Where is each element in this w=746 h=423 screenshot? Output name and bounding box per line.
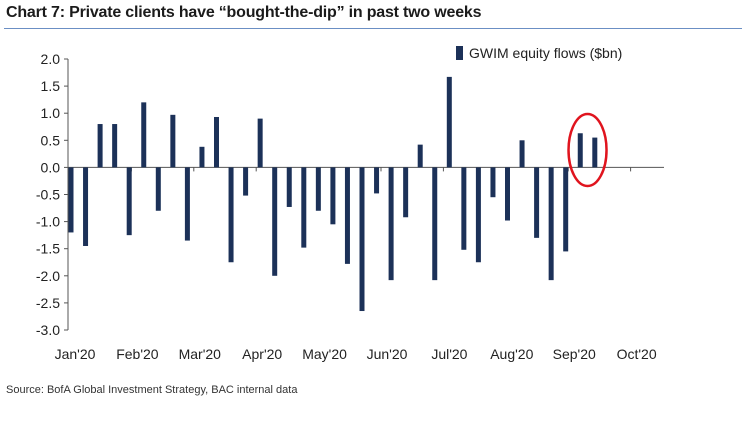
y-tick-label: -0.5 <box>36 187 60 203</box>
bar <box>141 102 147 168</box>
y-tick-label: -2.5 <box>36 295 60 311</box>
highlight-circle <box>567 112 608 188</box>
x-tick-label: Jan'20 <box>55 346 96 362</box>
bar <box>417 144 423 168</box>
bar <box>272 167 278 276</box>
x-tick-label: Jun'20 <box>367 346 408 362</box>
bar <box>126 167 132 236</box>
x-tick-label: Oct'20 <box>617 346 657 362</box>
bar <box>490 167 496 198</box>
x-tick-label: Apr'20 <box>242 346 282 362</box>
bar <box>228 167 234 263</box>
x-tick-label: Aug'20 <box>490 346 533 362</box>
y-tick-label: -3.0 <box>36 322 60 338</box>
bar <box>301 167 307 248</box>
bar <box>475 167 481 263</box>
bar <box>432 167 438 281</box>
bar <box>388 167 394 281</box>
x-tick-label: May'20 <box>302 346 347 362</box>
bar <box>330 167 336 225</box>
bar <box>446 76 452 168</box>
bar <box>257 118 263 168</box>
bar <box>577 133 583 168</box>
y-tick-label: -1.5 <box>36 241 60 257</box>
source-note: Source: BofA Global Investment Strategy,… <box>6 384 298 396</box>
bar <box>403 167 409 218</box>
title-divider <box>4 28 742 29</box>
bar <box>315 167 321 211</box>
bar <box>461 167 467 250</box>
y-tick-label: -2.0 <box>36 268 60 284</box>
bar <box>548 167 554 281</box>
bar <box>505 167 510 221</box>
bar <box>155 167 161 211</box>
x-tick-label: Sep'20 <box>553 346 596 362</box>
y-tick-label: 1.5 <box>41 78 61 94</box>
bar <box>359 167 365 312</box>
bar <box>83 167 89 246</box>
y-tick-label: 1.0 <box>41 105 61 121</box>
bar <box>563 167 569 252</box>
bar <box>214 116 219 168</box>
x-tick-label: Feb'20 <box>116 346 159 362</box>
bar <box>184 167 190 241</box>
bar <box>97 124 103 168</box>
chart-legend: GWIM equity flows ($bn) <box>456 45 622 61</box>
x-tick-label: Jul'20 <box>431 346 467 362</box>
bar <box>243 167 249 196</box>
y-tick-label: 0.5 <box>41 132 61 148</box>
bar <box>286 167 292 207</box>
bar <box>592 137 598 168</box>
bar <box>519 140 525 168</box>
bar <box>68 167 74 233</box>
y-tick-label: 0.0 <box>41 159 61 175</box>
bar <box>344 167 350 264</box>
bar <box>374 167 380 194</box>
y-tick-label: -1.0 <box>36 214 60 230</box>
chart-title: Chart 7: Private clients have “bought-th… <box>6 4 482 21</box>
legend-label: GWIM equity flows ($bn) <box>469 45 623 61</box>
x-tick-label: Mar'20 <box>179 346 222 362</box>
legend-swatch <box>456 46 463 60</box>
bar <box>199 146 205 168</box>
y-tick-label: 2.0 <box>41 51 61 67</box>
bar <box>534 167 540 238</box>
bar <box>170 114 176 168</box>
bar <box>112 124 118 168</box>
